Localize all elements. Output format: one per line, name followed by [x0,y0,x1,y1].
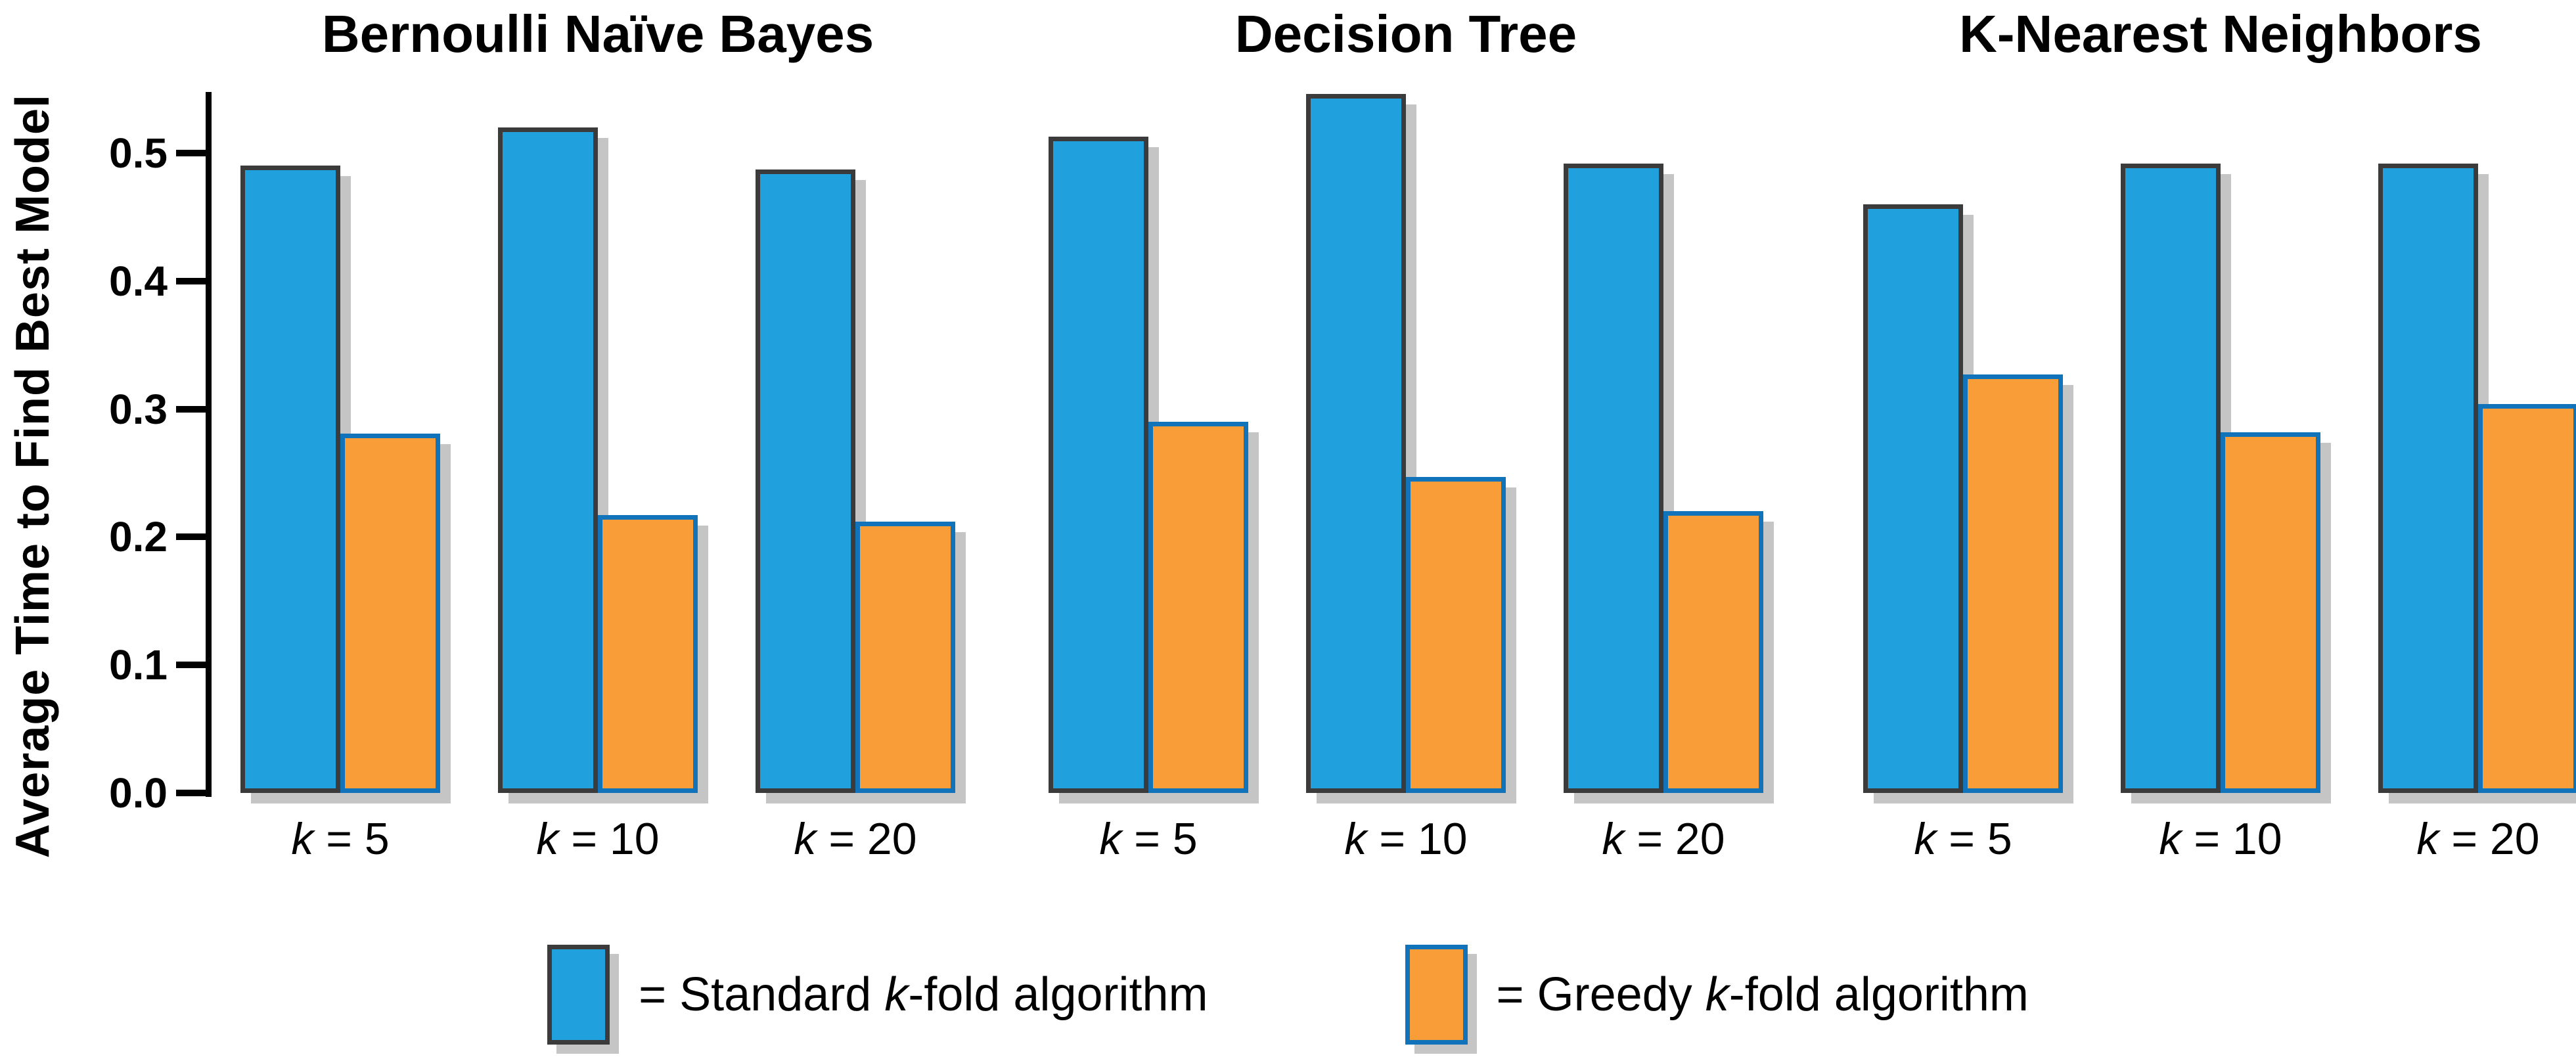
standard-bar [1049,137,1148,793]
x-tick-label-rest: = 20 [1624,814,1725,864]
y-tick-mark [176,277,206,284]
greedy-bar [1963,374,2063,793]
standard-bar [756,169,855,793]
y-tick-label: 0.2 [109,513,168,561]
x-tick-label-rest: = 5 [1121,814,1198,864]
plot-area [1853,94,2576,793]
x-tick-label-rest: = 20 [2439,814,2540,864]
bar-group [1564,164,1763,793]
x-tick-label: k = 5 [1863,813,2063,865]
x-tick-label-italic-k: k [2416,814,2439,864]
greedy-bar [1663,511,1763,793]
legend-text: = Greedy [1496,968,1706,1021]
x-tick-label: k = 20 [1564,813,1763,865]
y-tick-label: 0.3 [109,385,168,433]
x-tick-label-italic-k: k [1344,814,1367,864]
x-tick-label: k = 10 [498,813,698,865]
x-tick-label-italic-k: k [1602,814,1625,864]
x-tick-label: k = 20 [2378,813,2576,865]
bar-group [1049,137,1248,793]
x-tick-label-rest: = 10 [2181,814,2282,864]
x-tick-label: k = 5 [1049,813,1248,865]
panel-title: Bernoulli Naïve Bayes [321,5,874,63]
legend-text-italic-k: k [1705,968,1729,1021]
legend-swatch-standard [547,945,610,1045]
panel-title: K-Nearest Neighbors [1959,5,2482,63]
greedy-bar [340,434,440,793]
x-tick-label-italic-k: k [1099,814,1122,864]
x-tick-label: k = 5 [240,813,440,865]
plot-area [223,94,972,793]
standard-bar [2378,164,2478,793]
standard-bar [1564,164,1663,793]
standard-bar [1863,204,1963,793]
x-tick-label-rest: = 5 [313,814,390,864]
x-tick-label-italic-k: k [2159,814,2182,864]
legend-label-standard: = Standard k-fold algorithm [639,968,1208,1022]
x-tick-label-rest: = 20 [816,814,917,864]
legend-item-greedy: = Greedy k-fold algorithm [1405,945,2029,1045]
x-tick-label-italic-k: k [1914,814,1937,864]
x-tick-label-italic-k: k [291,814,314,864]
y-tick-mark [176,790,206,796]
y-tick-label: 0.0 [109,769,168,817]
bar-group [756,169,955,793]
greedy-bar [2478,404,2576,793]
y-tick-label: 0.4 [109,257,168,305]
bar-group [498,127,698,793]
y-tick-label: 0.1 [109,641,168,689]
standard-bar [2121,164,2221,793]
greedy-bar [855,522,955,793]
x-tick-label: k = 20 [756,813,955,865]
panel-title: Decision Tree [1234,5,1577,63]
standard-bar [498,127,598,793]
x-tick-label: k = 10 [2121,813,2320,865]
legend-text-italic-k: k [884,968,909,1021]
plot-area [1025,94,1787,793]
x-tick-label-rest: = 10 [1367,814,1468,864]
x-tick-label-italic-k: k [794,814,817,864]
standard-bar [240,166,340,793]
y-tick-mark [176,662,206,669]
legend-text: -fold algorithm [1729,968,2029,1021]
x-tick-label-rest: = 10 [558,814,660,864]
legend-text: = Standard [639,968,885,1021]
legend-swatch-greedy [1405,945,1468,1045]
bar-group [2378,164,2576,793]
y-tick-label: 0.5 [109,129,168,177]
legend-text: -fold algorithm [908,968,1208,1021]
y-tick-mark [176,405,206,413]
bar-group [1306,94,1506,793]
y-tick-mark [176,533,206,541]
bar-group [240,166,440,793]
greedy-bar [598,515,698,793]
greedy-bar [1406,477,1506,793]
greedy-bar [1148,422,1248,793]
y-axis-spine [206,92,212,797]
x-tick-label-rest: = 5 [1936,814,2012,864]
y-tick-mark [176,150,206,156]
x-tick-label: k = 10 [1306,813,1506,865]
legend-item-standard: = Standard k-fold algorithm [547,945,1208,1045]
greedy-bar [2221,432,2320,793]
x-tick-label-italic-k: k [536,814,559,864]
bar-group [2121,164,2320,793]
standard-bar [1306,94,1406,793]
bar-group [1863,204,2063,793]
legend-label-greedy: = Greedy k-fold algorithm [1497,968,2029,1022]
legend: = Standard k-fold algorithm = Greedy k-f… [0,945,2576,1045]
